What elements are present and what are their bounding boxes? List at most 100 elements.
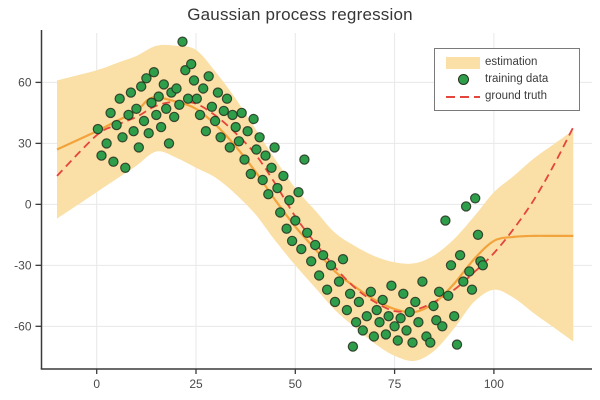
training-point	[131, 103, 142, 115]
training-point	[374, 317, 385, 328]
training-point	[224, 142, 235, 153]
estimation-swatch	[446, 56, 480, 69]
training-point	[281, 223, 292, 234]
training-point	[209, 115, 221, 127]
x-tick-label: 75	[388, 377, 402, 391]
training-point	[123, 109, 134, 121]
legend-item-estimation: estimation	[441, 54, 573, 71]
training-point	[353, 296, 365, 308]
training-point	[272, 182, 283, 194]
legend-label-estimation: estimation	[485, 56, 538, 68]
training-point	[347, 341, 359, 352]
ground-truth-dash-icon	[446, 95, 480, 98]
training-point	[389, 321, 400, 332]
training-point	[293, 186, 304, 198]
training-point	[266, 162, 277, 173]
training-point	[445, 260, 457, 271]
training-point	[350, 317, 362, 328]
training-point	[472, 229, 484, 240]
training-point	[197, 83, 209, 94]
x-tick-label: 25	[189, 377, 203, 391]
training-point	[306, 256, 317, 267]
training-point	[368, 331, 380, 342]
training-point	[245, 168, 256, 180]
training-point	[148, 66, 160, 78]
training-point	[321, 284, 333, 295]
training-point	[464, 266, 475, 277]
training-point	[138, 115, 150, 127]
training-point	[155, 121, 167, 133]
training-point	[299, 154, 310, 165]
training-point	[221, 93, 233, 104]
training-point	[401, 325, 412, 336]
training-point	[236, 107, 247, 119]
training-point	[251, 144, 262, 155]
training-point	[135, 81, 147, 92]
training-point	[460, 201, 472, 212]
training-point	[310, 239, 321, 251]
training-point	[163, 138, 175, 149]
training-point	[458, 276, 469, 287]
training-point	[151, 109, 162, 121]
legend-item-training-data: training data	[441, 71, 573, 88]
training-point	[215, 132, 226, 143]
training-point	[260, 150, 271, 161]
training-point	[206, 101, 218, 113]
training-point	[317, 249, 329, 261]
training-point	[451, 339, 463, 350]
training-point	[125, 87, 137, 98]
training-point	[371, 304, 382, 316]
training-point	[407, 337, 418, 348]
training-point	[413, 317, 424, 328]
training-point	[325, 260, 337, 271]
training-point	[242, 125, 253, 137]
training-point	[117, 132, 128, 143]
training-point	[171, 83, 182, 94]
training-point	[200, 125, 212, 137]
training-point	[296, 243, 307, 255]
training-point	[313, 270, 325, 281]
training-point	[404, 306, 415, 318]
legend-label-training-data: training data	[485, 73, 549, 85]
training-point	[230, 121, 241, 133]
training-point	[361, 311, 372, 322]
training-point	[395, 313, 406, 324]
training-point	[284, 195, 295, 206]
training-point	[454, 249, 466, 261]
training-point	[128, 125, 139, 137]
estimation-band	[57, 44, 574, 362]
training-point	[114, 93, 125, 104]
training-point	[108, 156, 119, 167]
training-point	[185, 58, 197, 70]
training-point	[248, 113, 259, 125]
training-point	[398, 288, 409, 299]
training-point	[96, 150, 107, 161]
training-point	[194, 109, 206, 121]
training-point	[177, 36, 188, 47]
training-point	[168, 111, 180, 123]
training-point	[120, 162, 131, 173]
x-tick-label: 0	[93, 377, 100, 391]
training-point	[470, 193, 481, 204]
x-tick-label: 100	[484, 377, 504, 391]
y-tick-label: -30	[14, 258, 32, 272]
training-point	[417, 276, 428, 287]
training-point	[286, 235, 298, 247]
training-point	[111, 119, 122, 131]
training-point	[337, 254, 349, 265]
training-data-points	[92, 36, 488, 352]
training-point	[440, 215, 451, 226]
training-point	[380, 329, 392, 340]
training-point	[182, 93, 194, 104]
training-point	[477, 260, 488, 271]
axes: 0 25 50 75 100 -60 -30 0 30 60	[14, 30, 592, 391]
training-point	[188, 75, 200, 86]
training-point	[174, 99, 185, 111]
training-point	[383, 311, 394, 322]
legend-label-ground-truth: ground truth	[485, 90, 548, 102]
training-point	[141, 73, 152, 84]
training-point	[392, 335, 403, 346]
training-point	[158, 79, 169, 90]
x-tick-label: 50	[289, 377, 303, 391]
